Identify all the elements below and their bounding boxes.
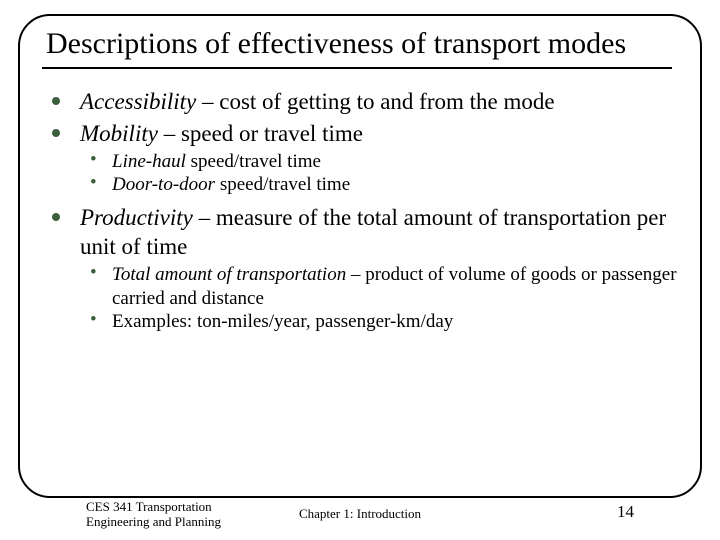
slide-title: Descriptions of effectiveness of transpo… [46, 26, 680, 61]
bullet-productivity: Productivity – measure of the total amou… [46, 203, 680, 262]
slide-content: Descriptions of effectiveness of transpo… [46, 26, 680, 339]
sub-door-to-door: Door-to-door speed/travel time [46, 173, 680, 196]
term-productivity: Productivity [80, 205, 193, 230]
sub-list-mobility: Line-haul speed/travel time Door-to-door… [46, 150, 680, 196]
sub-term-line-haul: Line-haul [112, 151, 186, 172]
footer-chapter: Chapter 1: Introduction [299, 506, 421, 522]
desc-mobility: – speed or travel time [158, 121, 363, 146]
bullet-mobility: Mobility – speed or travel time [46, 119, 680, 148]
sub-examples: Examples: ton-miles/year, passenger-km/d… [46, 310, 680, 333]
term-accessibility: Accessibility [80, 89, 196, 114]
sub-total-amount: Total amount of transportation – product… [46, 263, 680, 309]
desc-accessibility: – cost of getting to and from the mode [196, 89, 554, 114]
bullet-accessibility: Accessibility – cost of getting to and f… [46, 87, 680, 116]
sub-term-total: Total amount of transportation [112, 264, 346, 285]
footer-left-line2: Engineering and Planning [86, 514, 221, 529]
main-bullet-list-2: Productivity – measure of the total amou… [46, 203, 680, 262]
sub-rest-door: speed/travel time [215, 174, 350, 195]
footer-course: CES 341 Transportation Engineering and P… [86, 500, 221, 530]
term-mobility: Mobility [80, 121, 158, 146]
page-number: 14 [617, 502, 634, 522]
sub-term-door: Door-to-door [112, 174, 215, 195]
footer-left-line1: CES 341 Transportation [86, 499, 212, 514]
main-bullet-list: Accessibility – cost of getting to and f… [46, 87, 680, 148]
sub-rest-examples: Examples: ton-miles/year, passenger-km/d… [112, 311, 453, 332]
slide-footer: CES 341 Transportation Engineering and P… [0, 496, 720, 530]
sub-list-productivity: Total amount of transportation – product… [46, 263, 680, 333]
sub-rest-line-haul: speed/travel time [186, 151, 321, 172]
sub-line-haul: Line-haul speed/travel time [46, 150, 680, 173]
title-divider [42, 67, 672, 69]
